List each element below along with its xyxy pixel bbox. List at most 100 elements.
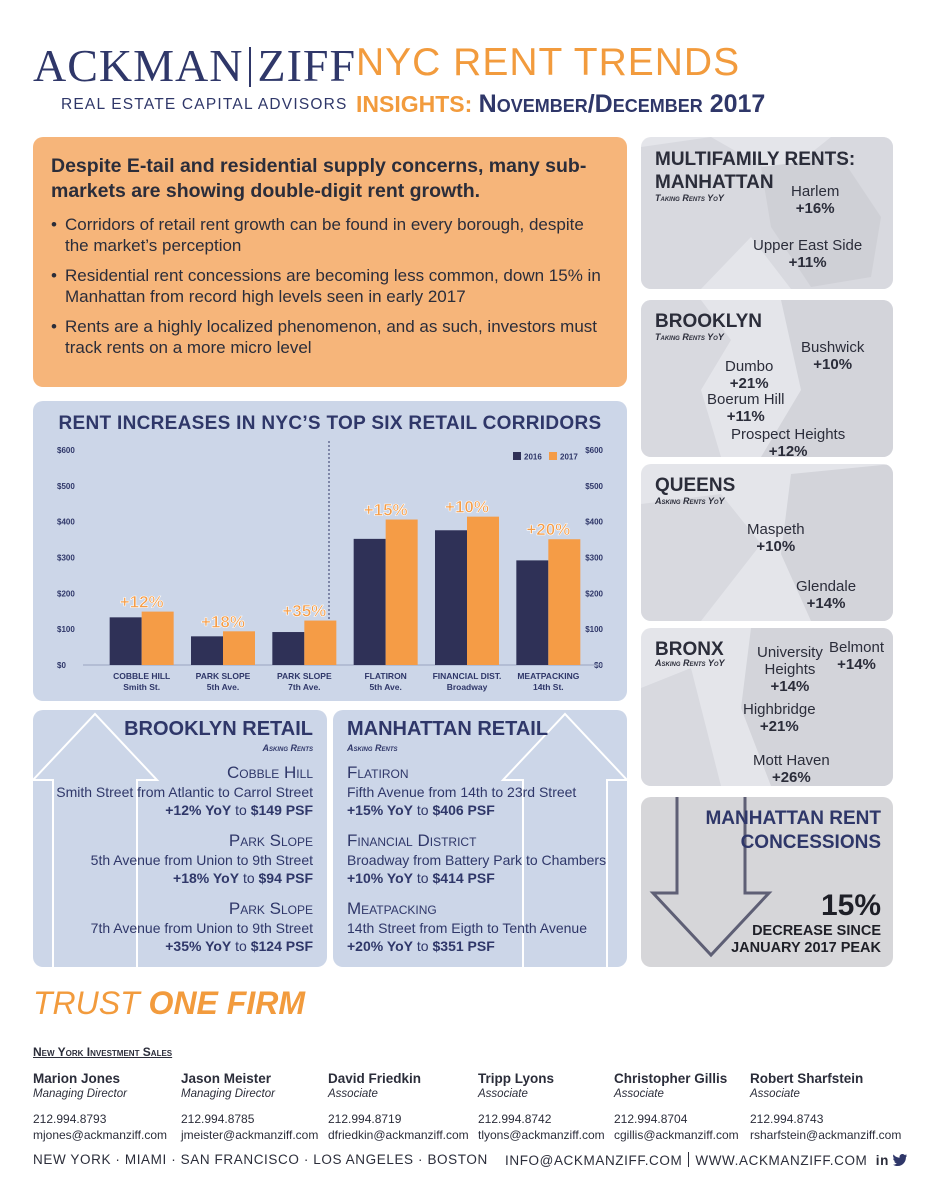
x-subcategory-label: 5th Ave. bbox=[369, 682, 401, 692]
growth-label: +10% bbox=[445, 498, 489, 517]
x-subcategory-label: 5th Ave. bbox=[207, 682, 239, 692]
linkedin-icon[interactable]: in bbox=[875, 1153, 889, 1168]
x-subcategory-label: 14th St. bbox=[533, 682, 564, 692]
summary-bullet: Corridors of retail rent growth can be f… bbox=[51, 214, 609, 256]
legend-swatch-2017 bbox=[549, 452, 557, 460]
up-arrow-graphic bbox=[33, 712, 160, 967]
queens-rents-map: QUEENS Asking Rents YoY Maspeth +10% Glen… bbox=[641, 464, 893, 621]
brooklyn-retail-title: BROOKLYN RETAIL bbox=[124, 718, 313, 740]
borough-tag: Asking Rents YoY bbox=[655, 496, 725, 506]
hood-bushwick: Bushwick +10% bbox=[801, 339, 865, 373]
member-email[interactable]: cgillis@ackmanziff.com bbox=[614, 1128, 739, 1142]
borough-tag: Taking Rents YoY bbox=[655, 193, 724, 203]
hood-prospect-heights: Prospect Heights +12% bbox=[731, 426, 846, 457]
brooklyn-rents-map: BROOKLYN Taking Rents YoY Bushwick +10% D… bbox=[641, 300, 893, 457]
member-email[interactable]: mjones@ackmanziff.com bbox=[33, 1128, 168, 1142]
hood-upper-east-side: Upper East Side +11% bbox=[753, 237, 863, 271]
y-tick-label: $400 bbox=[57, 518, 75, 527]
manhattan-retail-tag: Asking Rents bbox=[347, 743, 398, 753]
y-tick-label: $500 bbox=[57, 482, 75, 491]
x-category-label: PARK SLOPE bbox=[277, 671, 332, 681]
retail-entry: Meatpacking 14th Street from Eigth to Te… bbox=[347, 899, 587, 954]
concessions-percent: 15% bbox=[820, 889, 881, 922]
x-subcategory-label: Smith St. bbox=[123, 682, 160, 692]
y-tick-label: $600 bbox=[57, 446, 75, 455]
twitter-icon[interactable] bbox=[893, 1154, 908, 1166]
footer-divider bbox=[688, 1152, 690, 1167]
hood-glendale: Glendale +14% bbox=[796, 578, 857, 612]
growth-label: +15% bbox=[364, 501, 408, 520]
brooklyn-retail-panel: BROOKLYN RETAIL Asking Rents Cobble Hill… bbox=[33, 710, 327, 967]
team-member: Tripp Lyons Associate 212.994.8742 tlyons@… bbox=[478, 1071, 605, 1142]
summary-box: Despite E-tail and residential supply co… bbox=[33, 137, 627, 387]
page-subtitle: INSIGHTS: November/December 2017 bbox=[356, 90, 766, 118]
member-email[interactable]: rsharfstein@ackmanziff.com bbox=[750, 1128, 902, 1142]
bar-2016 bbox=[353, 538, 386, 665]
manhattan-retail-list: Flatiron Fifth Avenue from 14th to 23rd … bbox=[347, 763, 606, 967]
brooklyn-retail-list: Cobble Hill Smith Street from Atlantic t… bbox=[56, 763, 313, 967]
up-arrow-graphic bbox=[500, 712, 627, 967]
team-heading: New York Investment Sales bbox=[33, 1045, 173, 1059]
brooklyn-retail-tag: Asking Rents bbox=[262, 743, 313, 753]
bar-2017 bbox=[141, 611, 174, 665]
hood-mott-haven: Mott Haven +26% bbox=[753, 752, 830, 786]
concessions-title: MANHATTAN RENT CONCESSIONS bbox=[705, 808, 881, 853]
y-tick-label: $300 bbox=[57, 554, 75, 563]
bar-2016 bbox=[109, 617, 142, 665]
y-tick-label-right: $300 bbox=[585, 554, 603, 563]
member-email[interactable]: tlyons@ackmanziff.com bbox=[478, 1128, 605, 1142]
growth-label: +18% bbox=[201, 612, 245, 631]
hood-highbridge: Highbridge +21% bbox=[743, 701, 816, 735]
member-email[interactable]: jmeister@ackmanziff.com bbox=[181, 1128, 319, 1142]
x-category-label: FINANCIAL DIST. bbox=[433, 671, 502, 681]
page-title: NYC RENT TRENDS bbox=[356, 41, 741, 84]
hood-dumbo: Dumbo +21% bbox=[725, 358, 774, 392]
bar-chart: $0 $0$100 $100$200 $200$300 $300$400 $400$500… bbox=[57, 441, 604, 692]
summary-bullet: Rents are a highly localized phenomenon,… bbox=[51, 316, 609, 358]
multifamily-title: MULTIFAMILY RENTS: bbox=[655, 149, 856, 170]
y-tick-label-right: $600 bbox=[585, 446, 603, 455]
manhattan-retail-title: MANHATTAN RETAIL bbox=[347, 718, 549, 740]
bar-2016 bbox=[435, 530, 467, 665]
hood-maspeth: Maspeth +10% bbox=[747, 521, 805, 555]
map-background bbox=[641, 464, 893, 621]
legend-swatch-2016 bbox=[513, 452, 521, 460]
retail-entry: Park Slope 5th Avenue from Union to 9th … bbox=[90, 831, 313, 886]
legend-label: 2016 bbox=[524, 453, 542, 462]
x-category-label: FLATIRON bbox=[364, 671, 406, 681]
summary-title: Despite E-tail and residential supply co… bbox=[51, 155, 587, 202]
growth-label: +35% bbox=[282, 602, 326, 621]
y-tick-label-right: $500 bbox=[585, 482, 603, 491]
manhattan-rents-map: MULTIFAMILY RENTS: MANHATTAN Taking Rent… bbox=[641, 137, 893, 289]
team-member: Marion Jones Managing Director 212.994.87… bbox=[33, 1071, 168, 1142]
bar-2017 bbox=[223, 631, 255, 665]
member-email[interactable]: dfriedkin@ackmanziff.com bbox=[328, 1128, 469, 1142]
y-tick-label: $100 bbox=[57, 625, 75, 634]
growth-label: +12% bbox=[120, 593, 164, 612]
bar-2016 bbox=[272, 632, 305, 665]
page-headline: NYC RENT TRENDS INSIGHTS: November/Decem… bbox=[356, 42, 765, 119]
footer-contact: INFO@ACKMANZIFF.COM WWW.ACKMANZIFF.COM in bbox=[505, 1152, 908, 1168]
bar-2017 bbox=[548, 539, 581, 665]
retail-entry: Flatiron Fifth Avenue from 14th to 23rd … bbox=[347, 763, 577, 818]
bar-2017 bbox=[467, 516, 499, 665]
borough-bronx: BRONX bbox=[655, 639, 724, 660]
manhattan-retail-panel: MANHATTAN RETAIL Asking Rents Flatiron F… bbox=[333, 710, 627, 967]
logo-wordmark: ACKMAN ZIFF bbox=[33, 40, 357, 91]
x-category-label: MEATPACKING bbox=[517, 671, 579, 681]
footer-website-link[interactable]: WWW.ACKMANZIFF.COM bbox=[695, 1153, 868, 1168]
bar-2016 bbox=[516, 560, 549, 665]
y-tick-label-right: $200 bbox=[585, 589, 603, 598]
bar-2017 bbox=[385, 519, 418, 665]
team-member: Robert Sharfstein Associate 212.994.8743 r… bbox=[750, 1071, 902, 1142]
summary-bullet: Residential rent concessions are becomin… bbox=[51, 265, 609, 307]
rent-concessions-panel: MANHATTAN RENT CONCESSIONS 15% DECREASE S… bbox=[641, 797, 893, 967]
logo-tagline: REAL ESTATE CAPITAL ADVISORS bbox=[61, 96, 348, 113]
x-subcategory-label: Broadway bbox=[447, 682, 488, 692]
map-background bbox=[641, 628, 893, 786]
logo-divider bbox=[249, 47, 252, 87]
hood-university-heights: University Heights +14% bbox=[757, 644, 823, 695]
retail-entry: Park Slope 7th Avenue from Union to 9th … bbox=[90, 899, 313, 954]
footer-email-link[interactable]: INFO@ACKMANZIFF.COM bbox=[505, 1153, 683, 1168]
team-member: Christopher Gillis Associate 212.994.8704… bbox=[614, 1071, 739, 1142]
